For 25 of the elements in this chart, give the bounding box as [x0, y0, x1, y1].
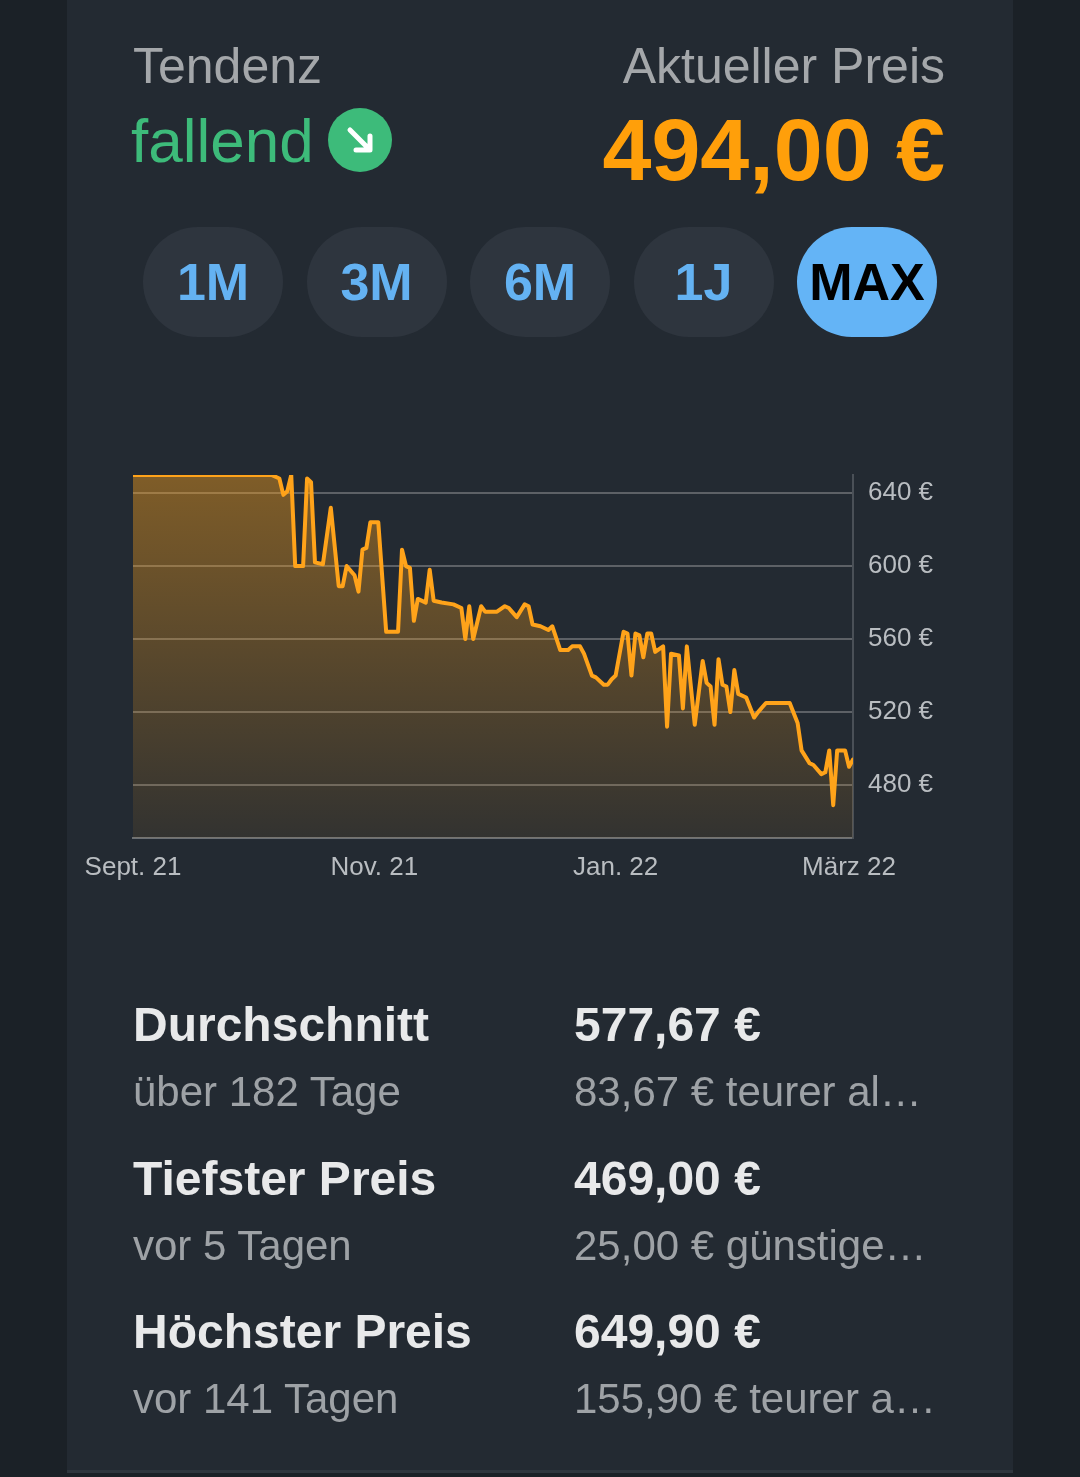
text: über 182 Tage: [133, 1068, 401, 1115]
text: 494,00 €: [602, 100, 945, 199]
x-tick-label: Sept. 21: [84, 850, 182, 881]
y-tick-label: 520 €: [868, 695, 934, 726]
text: Durchschnitt: [133, 998, 430, 1051]
x-tick-label: Jan. 22: [572, 850, 659, 881]
text: fallend: [131, 106, 314, 175]
text: vor 141 Tagen: [133, 1375, 399, 1422]
text: 649,90 €: [574, 1305, 761, 1358]
text: 25,00 € günstige…: [574, 1221, 927, 1269]
text: 83,67 € teurer al…: [574, 1068, 922, 1115]
text: 469,00 €: [574, 1151, 761, 1205]
text: Aktueller Preis: [622, 38, 945, 94]
x-tick-label: März 22: [802, 850, 896, 881]
y-tick-label: 480 €: [868, 768, 934, 799]
y-tick-label: 600 €: [868, 549, 934, 580]
text: Höchster Preis: [133, 1305, 472, 1358]
text: Tendenz: [133, 38, 323, 94]
text: vor 5 Tagen: [133, 1221, 352, 1269]
text: 155,90 € teurer a…: [574, 1375, 936, 1422]
text: Tiefster Preis: [133, 1151, 437, 1205]
x-tick-label: Nov. 21: [330, 850, 419, 881]
y-tick-label: 640 €: [868, 476, 934, 507]
text: 577,67 €: [574, 998, 761, 1051]
y-tick-label: 560 €: [868, 622, 934, 653]
